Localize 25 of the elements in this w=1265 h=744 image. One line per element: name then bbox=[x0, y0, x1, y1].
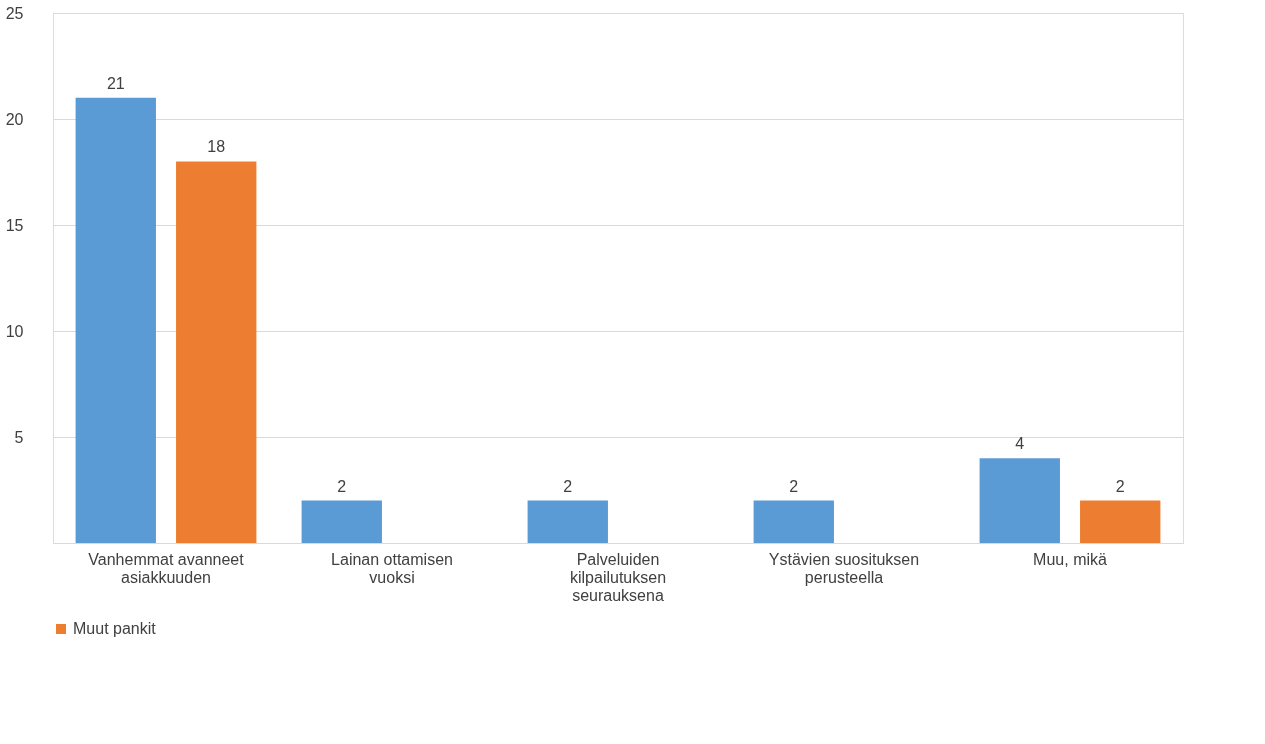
x-tick-label: Palveluiden kilpailutuksen seurauksena bbox=[569, 550, 667, 604]
legend-label: Muut pankit bbox=[73, 620, 157, 637]
data-label: 2 bbox=[1115, 477, 1125, 495]
y-tick-label: 10 bbox=[5, 322, 24, 340]
y-tick-label: 5 bbox=[14, 428, 24, 446]
bar bbox=[979, 458, 1060, 543]
x-tick-label: Muu, mikä bbox=[1033, 550, 1107, 568]
bar bbox=[176, 161, 257, 543]
x-tick-label: Vanhemmat avanneet asiakkuuden bbox=[88, 550, 245, 586]
data-label: 4 bbox=[1015, 435, 1025, 453]
x-tick-label: Ystävien suosituksen perusteella bbox=[768, 550, 920, 586]
bar bbox=[75, 97, 156, 543]
data-label: 2 bbox=[789, 477, 799, 495]
data-label: 2 bbox=[337, 477, 347, 495]
y-tick-label: 20 bbox=[5, 110, 24, 128]
y-tick-label: 15 bbox=[5, 216, 24, 234]
y-tick-label: 25 bbox=[5, 4, 24, 22]
bar bbox=[527, 500, 608, 543]
bar bbox=[301, 500, 382, 543]
data-label: 21 bbox=[106, 74, 125, 92]
bar bbox=[753, 500, 834, 543]
x-tick-label: Lainan ottamisen vuoksi bbox=[331, 550, 453, 586]
data-label: 2 bbox=[563, 477, 573, 495]
bar bbox=[1080, 500, 1161, 543]
data-label: 18 bbox=[207, 138, 226, 156]
